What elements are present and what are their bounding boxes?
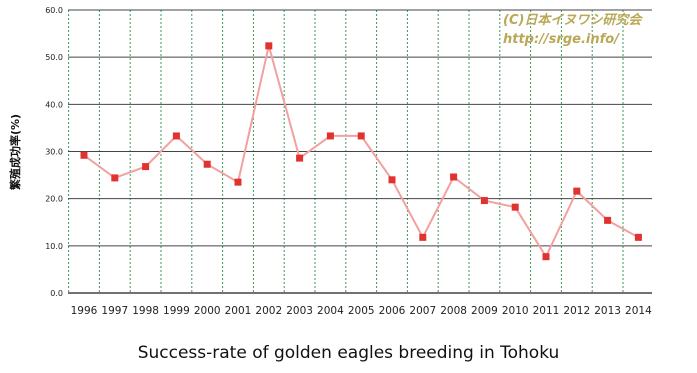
y-tick-label: 0.0 [50,289,63,298]
y-axis-ticks: 0.0 10.0 20.0 30.0 40.0 50.0 60.0 [45,6,63,298]
x-tick-label: 1996 [71,305,98,317]
y-tick-label: 50.0 [45,53,63,62]
x-tick-label: 2010 [502,305,529,317]
x-tick-label: 2005 [348,305,375,317]
data-point [203,160,211,168]
data-point [480,197,488,205]
data-point [80,151,88,159]
x-tick-label: 2004 [317,305,344,317]
x-tick-label: 1998 [132,305,159,317]
data-markers [80,42,642,261]
x-tick-label: 2006 [379,305,406,317]
y-axis-label: 繁殖成功率(%) [8,114,22,191]
data-point [542,253,550,261]
data-point [511,203,519,211]
x-axis-ticks: 1996 1997 1998 1999 2000 2001 2002 2003 2004 2005… [71,305,652,317]
x-tick-label: 2012 [563,305,590,317]
data-point [573,187,581,195]
x-tick-label: 2008 [440,305,467,317]
x-tick-label: 2007 [409,305,436,317]
y-tick-label: 40.0 [45,100,63,109]
data-point [604,216,612,224]
x-tick-label: 1999 [163,305,190,317]
x-tick-label: 2014 [625,305,652,317]
data-point [388,176,396,184]
x-tick-label: 2002 [255,305,282,317]
x-tick-label: 2003 [286,305,313,317]
x-tick-label: 1997 [101,305,128,317]
data-point [172,132,180,140]
x-tick-label: 2001 [225,305,252,317]
horizontal-gridlines [68,9,652,294]
watermark-line-1: (C)日本イヌワシ研究会 [503,12,643,28]
data-point [634,233,642,241]
x-tick-label: 2013 [594,305,621,317]
data-point [326,132,334,140]
x-tick-label: 2000 [194,305,221,317]
data-point [142,163,150,171]
y-tick-label: 10.0 [45,242,63,251]
watermark-line-2: http://srge.info/ [503,32,620,47]
line-chart: 0.0 10.0 20.0 30.0 40.0 50.0 60.0 1996 1997 1998… [8,6,652,317]
data-point [450,173,458,181]
x-tick-label: 2009 [471,305,498,317]
data-point [265,42,273,50]
chart-caption: Success-rate of golden eagles breeding i… [137,343,560,363]
y-tick-label: 20.0 [45,195,63,204]
x-tick-label: 2011 [533,305,560,317]
y-tick-label: 30.0 [45,148,63,157]
y-tick-label: 60.0 [45,6,63,15]
data-point [111,174,119,182]
data-point [296,154,304,162]
data-point [357,132,365,140]
data-point [419,233,427,241]
data-point [234,178,242,186]
